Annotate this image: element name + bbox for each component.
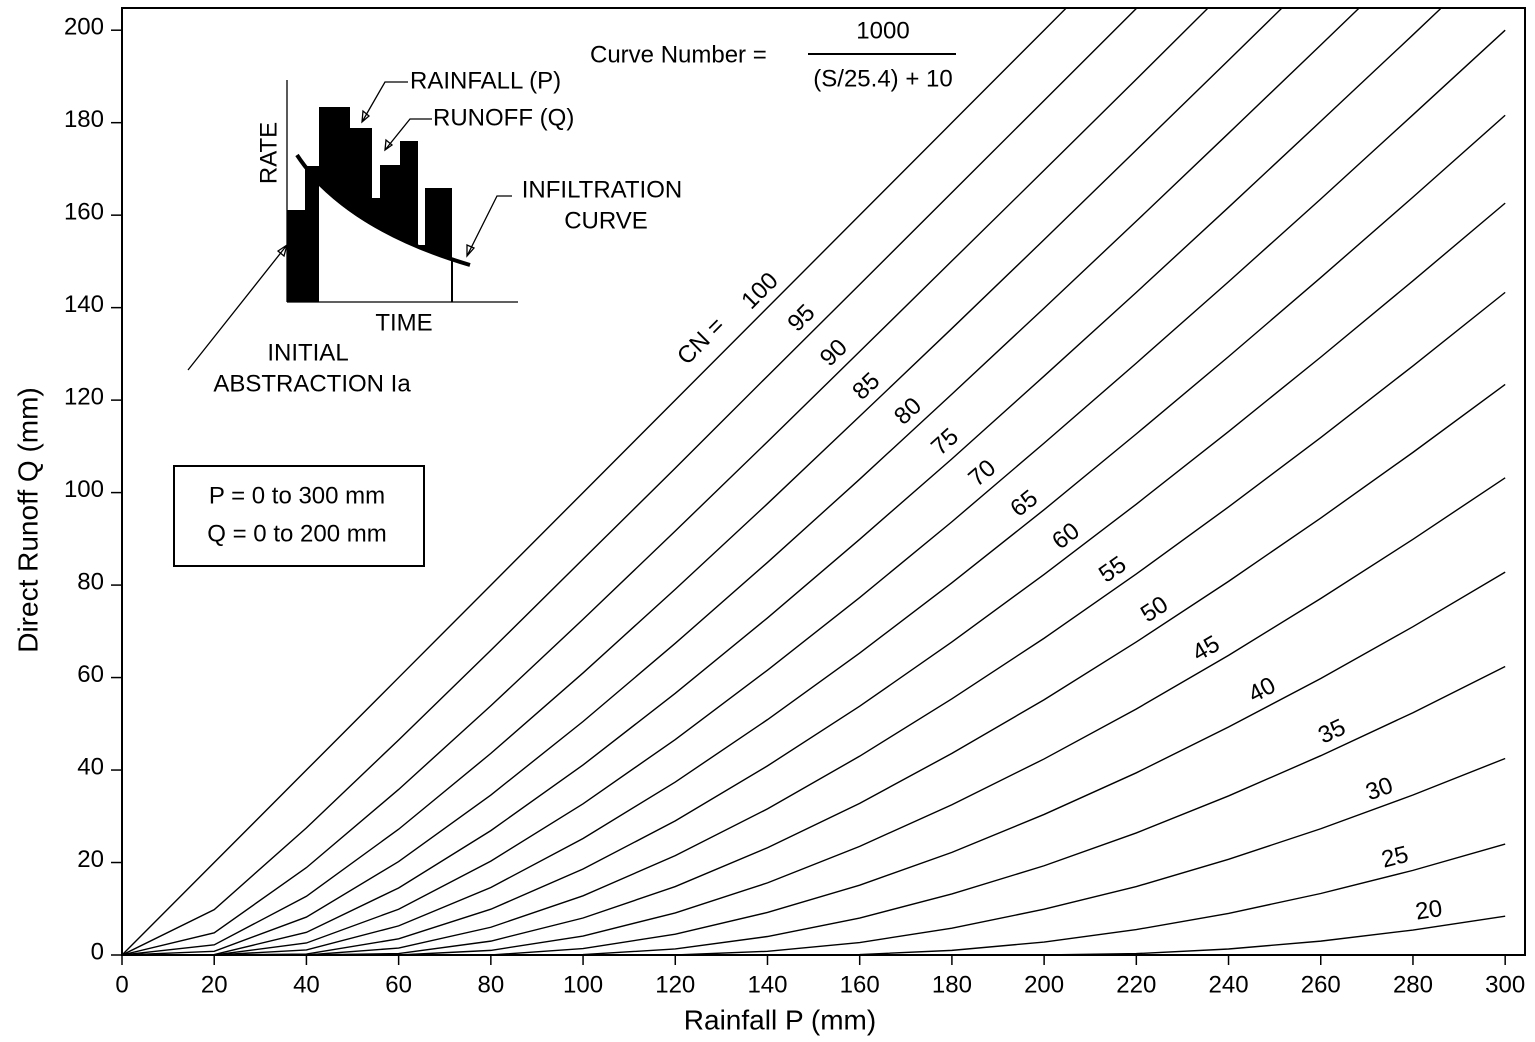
inset-label: ABSTRACTION Ia [213,370,411,397]
x-tick-label: 280 [1393,971,1433,998]
chart: Rainfall P (mm) Direct Runoff Q (mm) Cur… [0,0,1535,1042]
y-tick-label: 60 [77,661,104,688]
x-tick-label: 300 [1485,971,1525,998]
range-box [174,466,424,566]
inset-label: INITIAL [267,339,348,366]
x-tick-label: 0 [115,971,128,998]
x-axis-label: Rainfall P (mm) [684,1004,876,1035]
y-tick-label: 120 [64,383,104,410]
cn-curve [122,572,1505,955]
formula-lhs: Curve Number = [590,41,767,68]
range-text: Q = 0 to 200 mm [207,520,386,547]
y-tick-label: 180 [64,106,104,133]
y-axis-label: Direct Runoff Q (mm) [12,387,43,653]
x-tick-label: 20 [201,971,228,998]
leader [467,196,512,256]
x-tick-label: 220 [1116,971,1156,998]
x-tick-label: 100 [563,971,603,998]
x-tick-label: 140 [747,971,787,998]
x-tick-label: 60 [385,971,412,998]
leader [362,82,408,122]
x-tick-label: 40 [293,971,320,998]
y-tick-label: 100 [64,476,104,503]
curve-label: 20 [1414,895,1444,926]
cn-curve [122,666,1505,955]
x-tick-label: 160 [840,971,880,998]
y-tick-label: 0 [91,938,104,965]
x-tick-label: 240 [1209,971,1249,998]
y-tick-label: 140 [64,291,104,318]
inset-label: RATE [255,122,282,184]
inset-label: RUNOFF (Q) [433,104,574,131]
y-tick-label: 20 [77,846,104,873]
cn-curve [122,758,1505,955]
x-tick-label: 260 [1301,971,1341,998]
inset-label: INFILTRATION [522,176,682,203]
y-tick-label: 80 [77,568,104,595]
formula-numerator: 1000 [856,17,909,44]
formula-denominator: (S/25.4) + 10 [813,65,952,92]
y-tick-label: 200 [64,14,104,41]
inset-label: TIME [375,309,432,336]
inset-label: RAINFALL (P) [410,67,561,94]
inset-label: CURVE [564,207,648,234]
y-tick-label: 160 [64,199,104,226]
y-tick-label: 40 [77,753,104,780]
x-tick-label: 200 [1024,971,1064,998]
cn-label: CN = [672,312,730,370]
x-tick-label: 80 [477,971,504,998]
x-tick-label: 180 [932,971,972,998]
curve-label: 100 [736,267,783,314]
x-tick-label: 120 [655,971,695,998]
range-text: P = 0 to 300 mm [209,482,385,509]
